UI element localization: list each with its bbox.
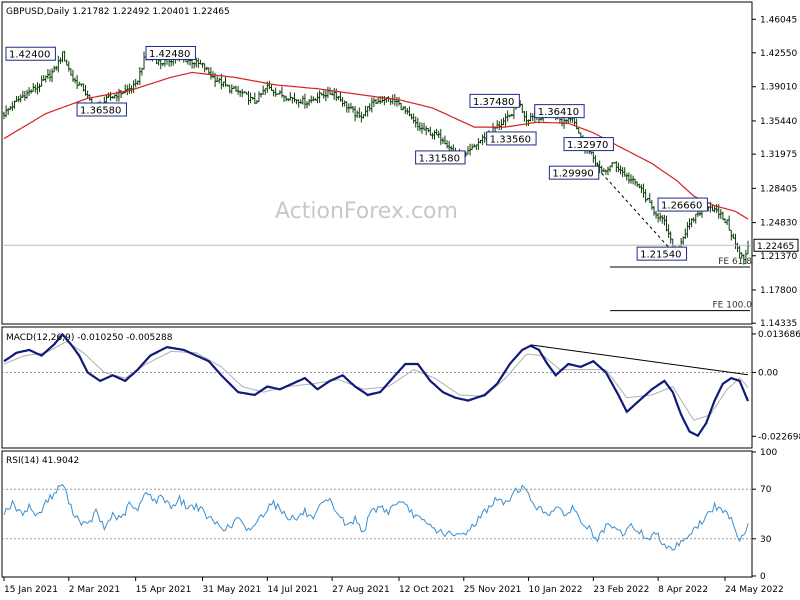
- price-tick-label: 1.14335: [760, 319, 797, 329]
- macd-series: 0.013686 0.00 -0.022698: [2, 330, 800, 442]
- price-label-box: [548, 165, 600, 180]
- price-lines: 1.22465 FE 61.8 FE 100.0: [2, 71, 799, 312]
- moving-average-line: [3, 71, 749, 220]
- price-tick-label: 1.42550: [760, 49, 797, 59]
- price-label: 1.42400: [9, 50, 50, 61]
- time-tick-label: 23 Feb 2022: [593, 585, 649, 595]
- price-axis: 1.46045 1.42550 1.39010 1.35440 1.31975 1.284…: [752, 15, 797, 329]
- price-label: 1.26660: [661, 201, 702, 212]
- rsi-tick-label: 100: [760, 448, 777, 458]
- rsi-tick-label: 30: [760, 535, 772, 545]
- price-label-box: [563, 137, 614, 152]
- time-axis: 15 Jan 2021 2 Mar 2021 15 Apr 2021 31 May 2…: [3, 577, 784, 595]
- price-label: 1.31580: [419, 153, 460, 164]
- rsi-tick-label: 70: [760, 485, 772, 495]
- time-tick-label: 2 Mar 2021: [69, 585, 120, 595]
- time-tick-label: 10 Jan 2022: [529, 585, 583, 595]
- time-tick-label: 15 Jan 2021: [4, 585, 58, 595]
- price-label: 1.36410: [538, 107, 579, 118]
- price-labels: 1.42400 1.42480 1.36580 1.37480 1.36410 1.335…: [5, 45, 708, 261]
- price-label-box: [657, 197, 708, 212]
- time-tick-label: 15 Apr 2021: [136, 585, 192, 595]
- price-label-box: [534, 104, 585, 119]
- rsi-tick-label: 0: [760, 572, 766, 582]
- price-bars: [2, 50, 750, 265]
- time-tick-label: 24 May 2022: [725, 585, 784, 595]
- macd-trendline: [530, 344, 749, 376]
- price-tick-label: 1.21370: [760, 252, 797, 262]
- price-label: 1.36580: [80, 106, 121, 117]
- current-price-label: 1.22465: [757, 242, 794, 252]
- price-label-box: [486, 131, 537, 146]
- projection-line: [601, 172, 676, 255]
- time-tick-label: 14 Jul 2021: [267, 585, 318, 595]
- macd-tick-label: -0.022698: [758, 432, 800, 442]
- price-label: 1.32970: [567, 140, 608, 151]
- price-tick-label: 1.31975: [760, 150, 797, 160]
- price-label-box: [145, 45, 196, 60]
- time-tick-label: 8 Apr 2022: [658, 585, 708, 595]
- price-tick-label: 1.39010: [760, 83, 797, 93]
- fe-level-label: FE 100.0: [713, 301, 753, 311]
- price-label-box: [636, 246, 688, 261]
- price-tick-label: 1.17800: [760, 286, 797, 296]
- price-label-box: [76, 102, 127, 117]
- fe-level-label: FE 61.8: [718, 257, 752, 267]
- rsi-panel: [1, 450, 753, 578]
- price-tick-label: 1.28405: [760, 184, 797, 194]
- rsi-header: RSI(14) 41.9042: [6, 456, 79, 466]
- rsi-line: [3, 483, 749, 551]
- time-tick-label: 27 Aug 2021: [332, 585, 390, 595]
- current-price-box: [753, 238, 799, 252]
- price-label: 1.37480: [473, 97, 514, 108]
- macd-signal-line: [3, 340, 749, 421]
- price-label-box: [469, 93, 520, 108]
- time-tick-label: 12 Oct 2021: [399, 585, 455, 595]
- time-tick-label: 31 May 2021: [203, 585, 262, 595]
- price-tick-label: 1.46045: [760, 15, 797, 25]
- macd-header: MACD(12,26,9) -0.010250 -0.005288: [6, 333, 173, 343]
- macd-tick-label: 0.013686: [758, 330, 800, 340]
- price-label: 1.29990: [552, 169, 593, 180]
- price-label: 1.42480: [149, 49, 190, 60]
- price-tick-label: 1.24830: [760, 219, 797, 229]
- time-tick-label: 25 Nov 2021: [464, 585, 522, 595]
- price-label-box: [415, 150, 466, 165]
- macd-main-line: [3, 332, 750, 438]
- price-label: 1.33560: [490, 134, 531, 145]
- rsi-series: 100 70 30 0: [2, 448, 777, 582]
- symbol-header: GBPUSD,Daily 1.21782 1.22492 1.20401 1.2…: [6, 7, 230, 17]
- price-tick-label: 1.35440: [760, 117, 797, 127]
- watermark: ActionForex.com: [275, 199, 458, 224]
- price-label: 1.21540: [640, 250, 681, 261]
- price-panel: [1, 1, 753, 325]
- price-label-box: [5, 46, 56, 61]
- macd-tick-label: 0.00: [758, 368, 778, 378]
